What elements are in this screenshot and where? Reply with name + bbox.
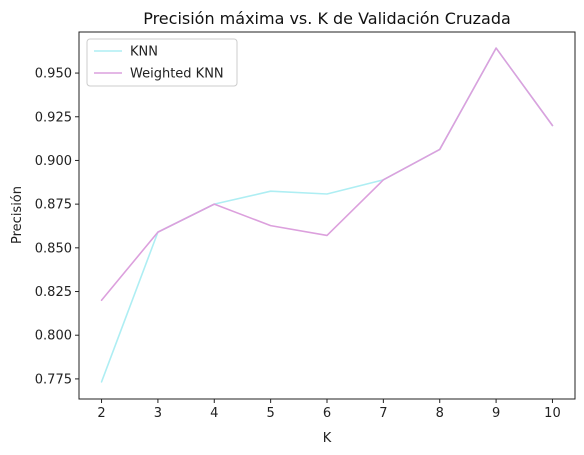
y-axis-ticks: 0.775 0.800 0.825 0.850 0.875 0.900 0.925 0.950: [35, 67, 79, 387]
x-tick-label: 3: [154, 406, 162, 421]
x-tick-label: 10: [544, 406, 561, 421]
series-line-weighted-knn: [100, 47, 554, 302]
x-axis-label: K: [323, 431, 332, 446]
y-axis-label: Precisión: [10, 186, 25, 244]
y-tick-label: 0.925: [35, 110, 72, 125]
y-tick-label: 0.950: [35, 67, 72, 82]
y-tick-label: 0.800: [35, 329, 72, 344]
x-tick-label: 4: [210, 406, 218, 421]
y-tick-label: 0.850: [35, 241, 72, 256]
y-tick-label: 0.775: [35, 372, 72, 387]
x-tick-label: 6: [323, 406, 331, 421]
x-tick-label: 2: [97, 406, 105, 421]
x-tick-label: 8: [436, 406, 444, 421]
series-lines: [100, 47, 554, 383]
y-tick-label: 0.875: [35, 198, 72, 213]
x-tick-label: 9: [492, 406, 500, 421]
chart-title: Precisión máxima vs. K de Validación Cru…: [143, 9, 511, 28]
x-tick-label: 5: [266, 406, 274, 421]
plot-frame: [78, 31, 576, 400]
legend: KNN Weighted KNN: [86, 38, 238, 87]
legend-label-knn: KNN: [130, 45, 158, 60]
legend-label-weighted-knn: Weighted KNN: [130, 67, 224, 82]
x-tick-label: 7: [379, 406, 387, 421]
legend-box: [86, 38, 238, 87]
y-tick-label: 0.900: [35, 154, 72, 169]
y-tick-label: 0.825: [35, 285, 72, 300]
x-axis-ticks: 2 3 4 5 6 7 8 9 10: [97, 399, 561, 421]
series-line-knn: [100, 47, 554, 383]
